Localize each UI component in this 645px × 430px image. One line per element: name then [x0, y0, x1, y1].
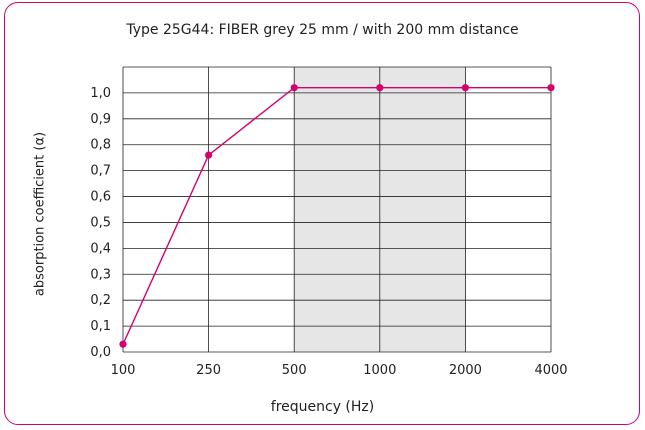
y-tick-label: 0,1 [90, 319, 111, 334]
y-tick-label: 0,2 [90, 293, 111, 308]
data-point [290, 84, 298, 92]
data-point [205, 151, 213, 159]
x-tick-label: 500 [282, 363, 307, 378]
y-tick-label: 0,5 [90, 215, 111, 230]
x-tick-label: 2000 [449, 363, 482, 378]
x-axis-label: frequency (Hz) [270, 399, 375, 415]
x-tick-label: 4000 [534, 363, 567, 378]
y-tick-label: 0,7 [90, 164, 111, 179]
x-tick-label: 100 [111, 363, 136, 378]
x-tick-label: 1000 [363, 363, 396, 378]
y-tick-label: 0,6 [90, 190, 111, 205]
y-tick-label: 0,3 [90, 267, 111, 282]
chart-title: Type 25G44: FIBER grey 25 mm / with 200 … [126, 22, 519, 38]
y-tick-label: 0,8 [90, 138, 111, 153]
y-tick-label: 0,9 [90, 112, 111, 127]
data-point [547, 84, 555, 92]
chart-frame [4, 2, 640, 425]
y-tick-label: 1,0 [90, 86, 111, 101]
y-tick-label: 0,4 [90, 241, 111, 256]
data-point [461, 84, 469, 92]
y-tick-label: 0,0 [90, 345, 111, 360]
x-tick-label: 250 [196, 363, 221, 378]
series-line [122, 87, 551, 345]
data-point [376, 84, 384, 92]
data-point [119, 340, 127, 348]
